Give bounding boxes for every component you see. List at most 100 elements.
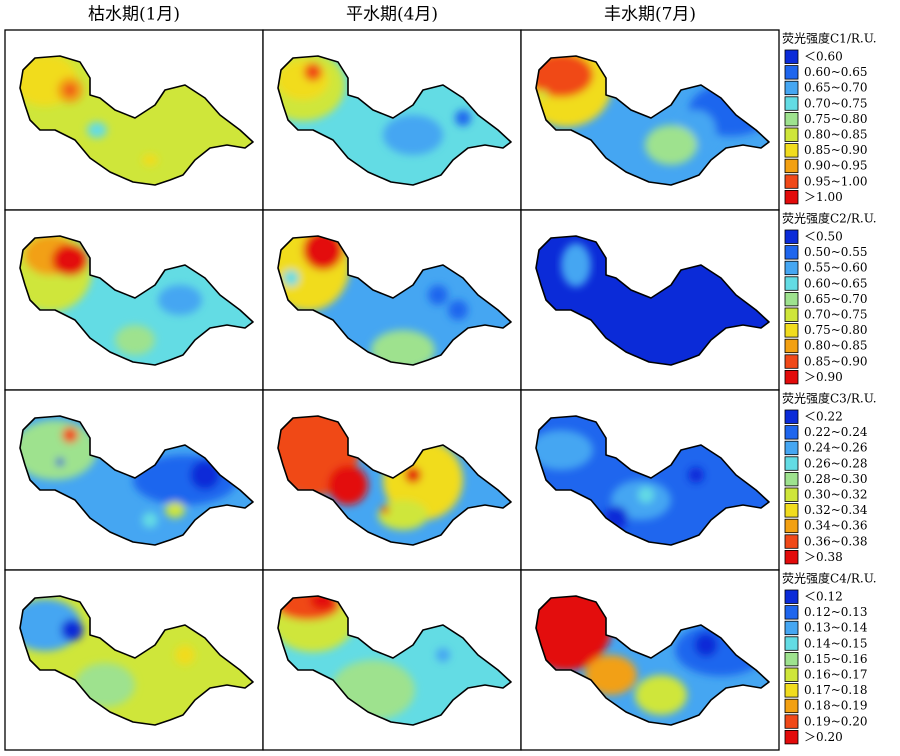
contour-zone (585, 655, 637, 695)
legend-label: 0.28~0.30 (804, 472, 868, 486)
legend-swatch (784, 338, 799, 354)
legend-label: 0.22~0.24 (804, 425, 868, 439)
legend-label: ＜0.50 (804, 230, 843, 244)
legend-swatch (784, 714, 799, 729)
column-title: 枯水期(1月) (88, 5, 180, 25)
legend-swatch (784, 260, 799, 276)
legend-swatch (784, 698, 799, 714)
legend-label: 0.18~0.19 (804, 699, 868, 713)
legend-swatch (784, 620, 799, 636)
legend-label: 0.26~0.28 (804, 456, 868, 470)
contour-zone (688, 467, 704, 483)
contour-zone (175, 645, 195, 665)
legend-label: 0.19~0.20 (804, 714, 868, 728)
legend-swatch (784, 605, 799, 620)
lake-outline (535, 415, 770, 546)
legend-label: 0.65~0.70 (804, 292, 868, 306)
legend-label: 0.95~1.00 (804, 174, 868, 188)
contour-zone (87, 122, 107, 138)
contours (20, 599, 195, 707)
contour-zone (538, 90, 548, 100)
legend-label: 0.60~0.65 (804, 65, 868, 79)
legend-swatch (784, 80, 799, 96)
lake-outline (535, 235, 770, 366)
contour-zone (158, 285, 202, 315)
contour-zone (328, 465, 368, 505)
contour-zone (448, 300, 468, 320)
legend-label: ＞0.90 (804, 370, 843, 384)
contour-zone (638, 487, 654, 503)
contour-zone (20, 599, 81, 651)
legend-swatch (784, 369, 799, 385)
legend-label: ＜0.12 (804, 590, 843, 604)
contour-zone (428, 285, 448, 305)
legend-swatch (784, 667, 799, 682)
legend-swatch (784, 652, 799, 667)
legend-label: 0.34~0.36 (804, 519, 868, 533)
legend-label: 0.75~0.80 (804, 323, 868, 337)
contour-zone (115, 325, 155, 355)
legend-swatch (784, 323, 799, 338)
contours (20, 420, 237, 528)
legend-swatch (784, 487, 799, 502)
legend-label: 0.75~0.80 (804, 112, 868, 126)
legend-swatch (784, 425, 799, 440)
legend-label: 0.70~0.75 (804, 308, 868, 322)
contour-zone (142, 512, 158, 528)
legend-swatch (784, 589, 799, 604)
legend-label: 0.85~0.90 (804, 143, 868, 157)
legend-swatch (784, 65, 799, 80)
contour-zone (142, 154, 158, 166)
legend-label: 0.85~0.90 (804, 354, 868, 368)
contour-zone (378, 500, 428, 530)
lake-outline (535, 55, 770, 186)
lake-outline (277, 55, 512, 186)
lake-outline (19, 415, 254, 546)
legend-label: 0.50~0.55 (804, 245, 868, 259)
legend-swatch (784, 409, 799, 424)
lake-outline (277, 235, 512, 366)
contour-zone (165, 502, 185, 518)
contour-zone (64, 84, 76, 96)
legend-label: 0.55~0.60 (804, 261, 868, 275)
legend-swatch (784, 730, 799, 745)
legend-label: 0.30~0.32 (804, 488, 868, 502)
legend-label: ＞0.20 (804, 730, 843, 744)
legend-swatch (784, 518, 799, 534)
contours (278, 416, 463, 530)
legend-swatch (784, 112, 799, 127)
legend-label: 0.12~0.13 (804, 605, 868, 619)
lake-outline (277, 415, 512, 546)
legend-label: 0.36~0.38 (804, 534, 868, 548)
contour-zone (310, 596, 336, 610)
lake-outline (277, 595, 512, 726)
legend-swatch (784, 189, 799, 205)
contour-zone (635, 675, 687, 715)
contours (561, 243, 591, 287)
legend-swatch (784, 96, 799, 111)
legend-swatch (784, 143, 799, 158)
legend-swatch (784, 534, 799, 549)
legend-label: 0.80~0.85 (804, 339, 868, 353)
legend-label: ＜0.60 (804, 50, 843, 64)
legend-label: ＞1.00 (804, 190, 843, 204)
legend-swatch (784, 456, 799, 471)
legend-swatch (784, 440, 799, 456)
contours (20, 56, 158, 166)
contour-zone (62, 427, 78, 443)
contour-zone (304, 63, 322, 81)
legend-swatch (784, 49, 799, 64)
legend-swatch (784, 503, 799, 518)
contour-zone (694, 633, 718, 657)
legend-swatch (784, 636, 799, 651)
contour-zone (405, 467, 421, 483)
legend-swatch (784, 174, 799, 189)
contour-zone (52, 244, 88, 276)
column-title: 平水期(4月) (346, 5, 438, 25)
legend-swatch (784, 354, 799, 369)
contour-zone (75, 663, 135, 707)
legend-swatch (784, 307, 799, 322)
contour-zone (283, 270, 299, 286)
contour-zone (381, 506, 389, 514)
legend-label: 0.80~0.85 (804, 128, 868, 142)
